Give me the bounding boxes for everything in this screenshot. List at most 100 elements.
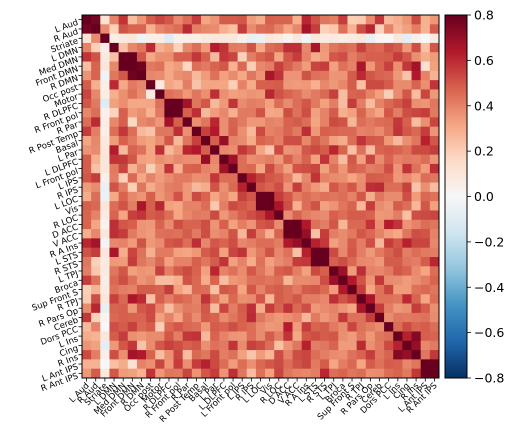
colorbar-ticks: 0.80.60.40.20.0−0.2−0.4−0.6−0.8 — [467, 8, 504, 386]
heatmap-cell — [329, 89, 339, 100]
heatmap-cell — [347, 322, 357, 332]
heatmap-cell — [402, 154, 412, 165]
heatmap-cell — [329, 136, 339, 146]
heatmap-cell — [365, 98, 376, 109]
heatmap-cell — [201, 154, 211, 165]
heatmap-cell — [283, 117, 293, 128]
heatmap-cell — [173, 24, 184, 34]
heatmap-cell — [118, 108, 129, 118]
heatmap-cell — [420, 340, 431, 351]
heatmap-cell — [255, 70, 266, 81]
heatmap-cell — [228, 368, 238, 379]
heatmap-cell — [365, 191, 376, 202]
heatmap-cell — [338, 266, 348, 276]
heatmap-cell — [201, 108, 211, 118]
heatmap-cell — [210, 98, 220, 109]
heatmap-cell — [228, 154, 238, 165]
heatmap-cell — [191, 191, 202, 202]
heatmap-cell — [411, 275, 422, 286]
heatmap-cell — [356, 322, 367, 332]
heatmap-cell — [274, 210, 284, 221]
heatmap-cell — [265, 80, 275, 90]
heatmap-cell — [127, 117, 138, 128]
heatmap-cell — [393, 350, 403, 360]
heatmap-cell — [146, 145, 156, 155]
heatmap-cell — [310, 182, 321, 193]
heatmap-cell — [118, 173, 129, 183]
heatmap-cell — [255, 108, 266, 118]
heatmap-cell — [283, 80, 293, 90]
heatmap-cell — [265, 284, 275, 295]
heatmap-cell — [292, 24, 303, 34]
heatmap-cell — [118, 257, 129, 267]
heatmap-cell — [109, 340, 119, 351]
heatmap-cell — [155, 126, 165, 137]
heatmap-cell — [91, 266, 101, 276]
heatmap-cell — [219, 42, 229, 53]
heatmap-cell — [320, 275, 330, 286]
heatmap-cell — [118, 238, 129, 249]
heatmap-cell — [283, 294, 293, 304]
heatmap-cell — [155, 182, 165, 193]
heatmap-cell — [265, 173, 275, 183]
heatmap-cell — [329, 24, 339, 34]
heatmap-cell — [146, 322, 156, 332]
heatmap-cell — [118, 70, 129, 81]
heatmap-cell — [210, 359, 220, 370]
heatmap-cell — [292, 145, 303, 155]
heatmap-cell — [91, 52, 101, 62]
heatmap-cell — [356, 359, 367, 370]
heatmap-cell — [310, 350, 321, 360]
heatmap-cell — [246, 247, 257, 258]
heatmap-cell — [338, 24, 348, 34]
heatmap-cell — [237, 42, 248, 53]
heatmap-cell — [237, 219, 248, 230]
heatmap-cell — [146, 294, 156, 304]
heatmap-cell — [320, 266, 330, 276]
heatmap-cell — [136, 294, 147, 304]
heatmap-cell — [127, 89, 138, 100]
heatmap-cell — [118, 266, 129, 276]
heatmap-cell — [393, 359, 403, 370]
heatmap-cell — [429, 340, 440, 351]
heatmap-cell — [347, 154, 357, 165]
heatmap-cell — [292, 340, 303, 351]
heatmap-cell — [384, 368, 394, 379]
heatmap-cell — [173, 340, 184, 351]
heatmap-cell — [127, 340, 138, 351]
heatmap-cell — [356, 275, 367, 286]
heatmap-cell — [201, 191, 211, 202]
heatmap-cell — [265, 312, 275, 323]
heatmap-cell — [100, 70, 110, 81]
heatmap-cell — [310, 24, 321, 34]
heatmap-cell — [155, 201, 165, 211]
heatmap-cell — [265, 275, 275, 286]
heatmap-cell — [246, 238, 257, 249]
heatmap-cell — [338, 182, 348, 193]
heatmap-cell — [91, 229, 101, 239]
heatmap-cell — [237, 80, 248, 90]
heatmap-cell — [82, 257, 92, 267]
heatmap-cell — [255, 145, 266, 155]
heatmap-cell — [292, 42, 303, 53]
heatmap-cell — [384, 266, 394, 276]
heatmap-cell — [402, 247, 412, 258]
heatmap-cell — [402, 340, 412, 351]
heatmap-cell — [91, 33, 101, 44]
heatmap-cell — [292, 312, 303, 323]
heatmap-cell — [393, 42, 403, 53]
heatmap-cell — [301, 219, 312, 230]
heatmap-cell — [365, 284, 376, 295]
heatmap-cell — [146, 238, 156, 249]
heatmap-cell — [338, 89, 348, 100]
heatmap-cell — [109, 126, 119, 137]
heatmap-cell — [118, 163, 129, 174]
heatmap-cell — [237, 98, 248, 109]
heatmap-cell — [219, 359, 229, 370]
heatmap-cell — [237, 145, 248, 155]
heatmap-cell — [320, 350, 330, 360]
heatmap-cell — [329, 210, 339, 221]
heatmap-cell — [347, 126, 357, 137]
colorbar-tick-label: −0.8 — [474, 371, 504, 386]
heatmap-cell — [246, 368, 257, 379]
